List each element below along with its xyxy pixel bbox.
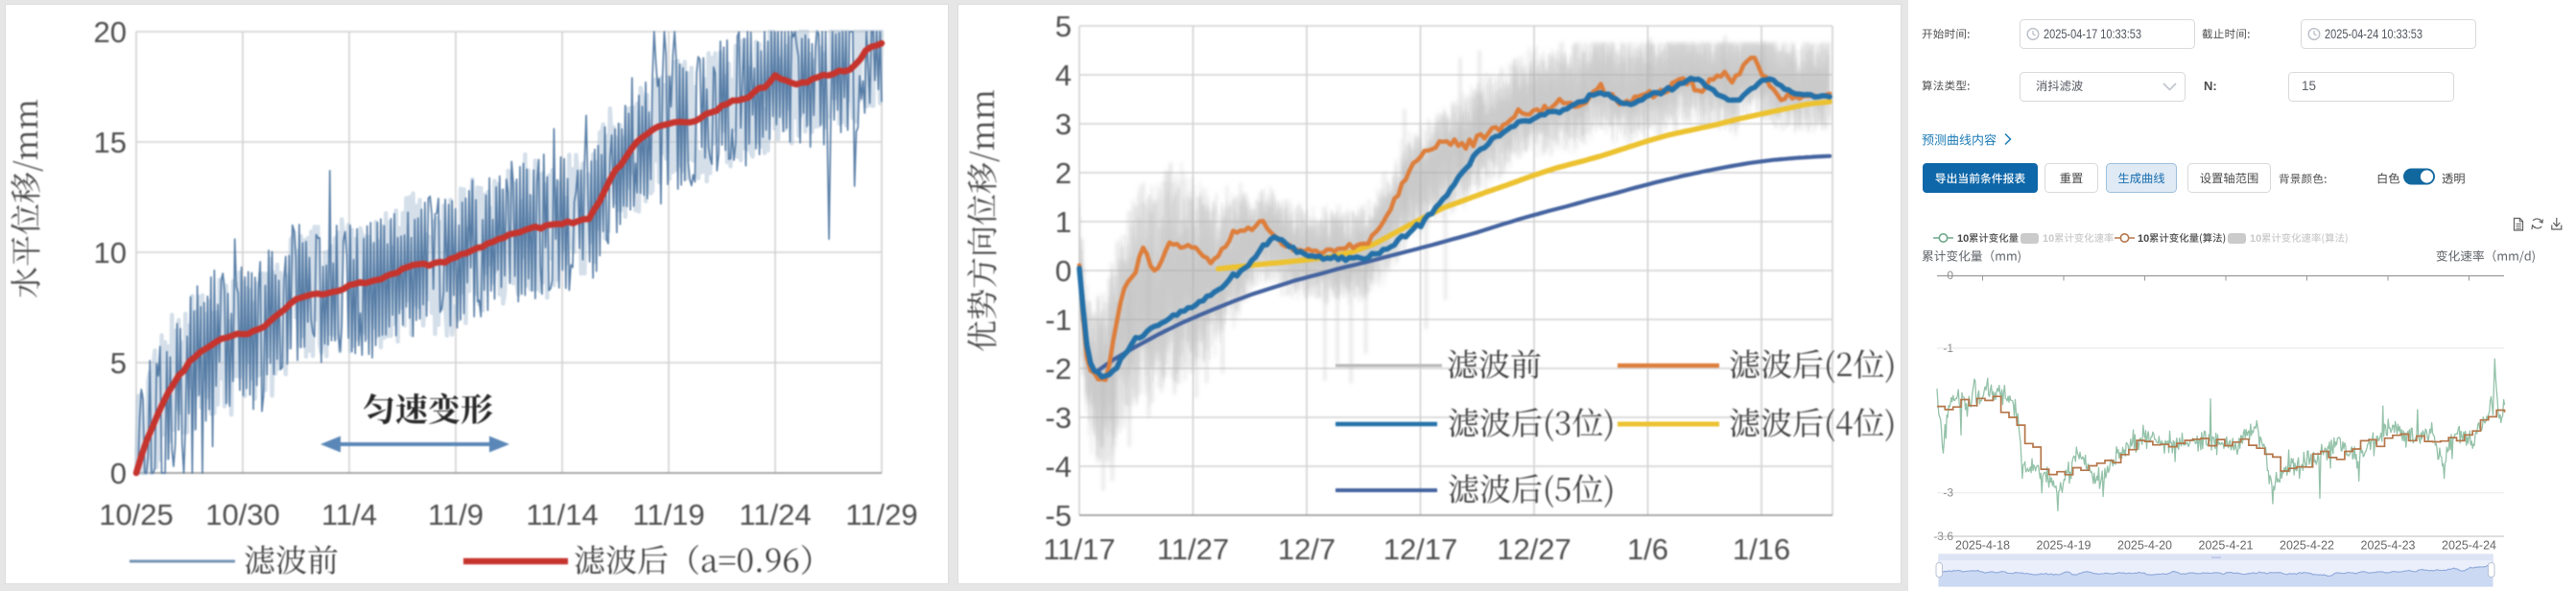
svg-text:2025-4-19: 2025-4-19 [2037, 539, 2092, 553]
svg-text:2025-4-20: 2025-4-20 [2117, 539, 2172, 553]
svg-text:10/25: 10/25 [99, 498, 174, 532]
svg-text:15: 15 [2302, 79, 2316, 93]
svg-text:-1: -1 [1943, 342, 1953, 355]
svg-text:2025-4-24: 2025-4-24 [2442, 539, 2496, 553]
svg-text:-1: -1 [1045, 303, 1072, 337]
svg-text:2025-04-17 10:33:53: 2025-04-17 10:33:53 [2044, 27, 2141, 42]
svg-text:2025-4-23: 2025-4-23 [2361, 539, 2416, 553]
svg-text:10: 10 [2250, 233, 2261, 245]
svg-text:11/24: 11/24 [739, 498, 811, 532]
svg-text:10: 10 [2043, 233, 2054, 245]
svg-text:N:: N: [2204, 79, 2217, 93]
svg-text:-2: -2 [1045, 352, 1072, 386]
svg-text:2025-4-22: 2025-4-22 [2280, 539, 2334, 553]
svg-text:-3: -3 [1943, 486, 1953, 500]
svg-text:2025-04-24 10:33:53: 2025-04-24 10:33:53 [2325, 27, 2422, 42]
svg-text:10: 10 [2138, 233, 2149, 245]
svg-text:11/17: 11/17 [1043, 532, 1115, 566]
svg-text:11/9: 11/9 [428, 498, 484, 532]
svg-text:12/17: 12/17 [1383, 532, 1458, 566]
svg-text:2: 2 [1055, 156, 1072, 190]
svg-text:20: 20 [94, 15, 127, 49]
svg-text:-3.6: -3.6 [1933, 530, 1953, 543]
svg-text:11/29: 11/29 [845, 498, 917, 532]
svg-text:11/19: 11/19 [632, 498, 704, 532]
svg-text:11/14: 11/14 [526, 498, 598, 532]
svg-text:-3: -3 [1045, 401, 1072, 435]
svg-text:1: 1 [1055, 205, 1072, 239]
svg-text:11/27: 11/27 [1157, 532, 1229, 566]
svg-text:0: 0 [1055, 254, 1072, 288]
svg-text:5: 5 [1055, 10, 1072, 43]
svg-text:10: 10 [94, 236, 127, 270]
svg-text:1/6: 1/6 [1627, 532, 1668, 566]
svg-text:5: 5 [110, 346, 127, 380]
svg-text:11/4: 11/4 [321, 498, 377, 532]
svg-text:15: 15 [94, 126, 127, 159]
svg-text:2025-4-18: 2025-4-18 [1955, 539, 2010, 553]
svg-text:-5: -5 [1045, 499, 1072, 532]
svg-text:12/7: 12/7 [1278, 532, 1335, 566]
svg-text:10/30: 10/30 [205, 498, 280, 532]
svg-text:3: 3 [1055, 107, 1072, 141]
svg-text:-4: -4 [1045, 450, 1072, 484]
svg-text:10: 10 [1957, 233, 1969, 245]
svg-text:4: 4 [1055, 59, 1072, 92]
svg-text:1/16: 1/16 [1733, 532, 1790, 566]
svg-text:0: 0 [110, 457, 127, 490]
svg-text:12/27: 12/27 [1497, 532, 1572, 566]
svg-text:2025-4-21: 2025-4-21 [2199, 539, 2254, 553]
